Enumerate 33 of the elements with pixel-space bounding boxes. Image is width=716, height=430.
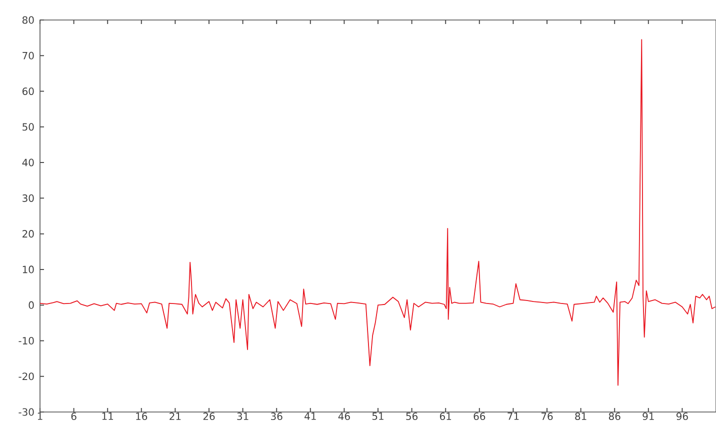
x-tick-label: 16 [136,412,148,420]
y-tick-label: -10 [18,336,34,344]
x-tick-label: 71 [508,412,519,420]
x-tick-label: 46 [338,412,350,420]
y-tick-label: 70 [22,52,34,60]
y-tick-label: 30 [22,194,34,202]
x-tick-label: 11 [102,412,114,420]
y-tick-label: 0 [28,301,34,309]
x-tick-label: 61 [440,412,452,420]
x-tick-label: 36 [271,412,282,420]
y-tick-label: 10 [22,266,34,274]
x-tick-label: 41 [304,412,316,420]
x-tick-label: 96 [676,412,688,420]
y-tick-label: 40 [22,158,34,166]
y-tick-label: -20 [18,372,34,380]
x-tick-label: 26 [203,412,215,420]
y-tick-label: 50 [22,123,34,131]
x-tick-label: 6 [71,412,76,420]
x-tick-label: 21 [170,412,181,420]
x-tick-label: 86 [608,412,620,420]
y-tick-label: 80 [22,16,34,24]
y-tick-label: 20 [22,230,34,238]
y-tick-label: -30 [18,408,34,416]
y-tick-label: 60 [22,87,34,96]
x-tick-label: 91 [642,412,654,420]
x-tick-label: 31 [237,412,248,420]
x-tick-label: 1 [38,412,42,420]
x-tick-label: 56 [406,412,418,420]
line-series [40,39,716,386]
x-tick-label: 81 [575,412,586,420]
x-tick-label: 76 [541,412,553,420]
x-tick-label: 51 [372,412,384,420]
x-tick-label: 66 [474,412,486,420]
